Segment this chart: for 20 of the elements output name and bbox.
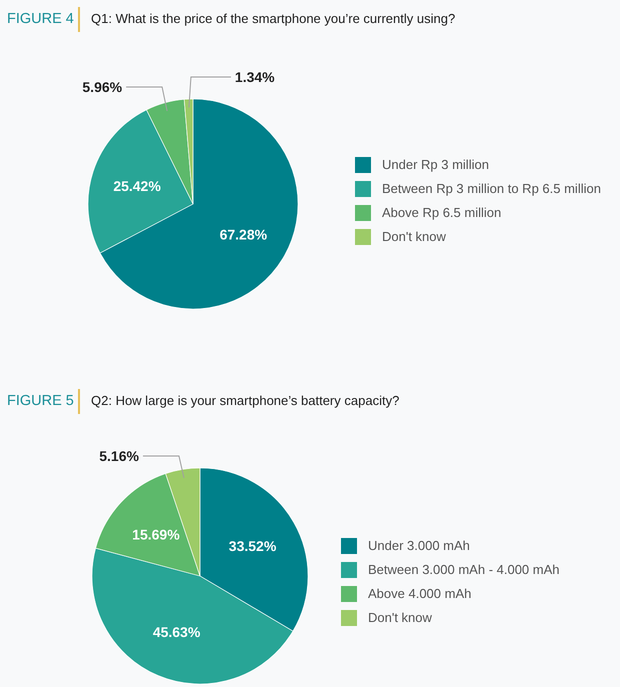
data-label: 45.63% <box>152 624 201 640</box>
chart-title: Q1: What is the price of the smartphone you’re currently using? <box>91 11 456 27</box>
data-label: 33.52% <box>228 538 277 554</box>
data-label: 67.28% <box>220 226 268 242</box>
legend-label: Between 3.000 mAh - 4.000 mAh <box>368 562 560 577</box>
legend-label: Don't know <box>368 610 432 625</box>
legend-label: Under Rp 3 million <box>382 157 489 172</box>
legend-label: Under 3.000 mAh <box>368 538 470 553</box>
data-label: 15.69% <box>132 526 180 543</box>
data-label: 5.96% <box>82 79 123 95</box>
legend-label: Between Rp 3 million to Rp 6.5 million <box>382 181 601 196</box>
data-label: 25.42% <box>113 178 162 194</box>
data-label: 5.16% <box>99 448 140 464</box>
legend-label: Don't know <box>382 229 446 244</box>
legend-label: Above 4.000 mAh <box>368 586 472 601</box>
legend-label: Above Rp 6.5 million <box>382 205 502 220</box>
data-label: 1.34% <box>234 69 276 85</box>
chart-title: Q2: How large is your smartphone’s battery capacity? <box>91 393 400 409</box>
caption: FIGURE 4 <box>7 10 74 28</box>
caption: FIGURE 5 <box>7 392 74 410</box>
